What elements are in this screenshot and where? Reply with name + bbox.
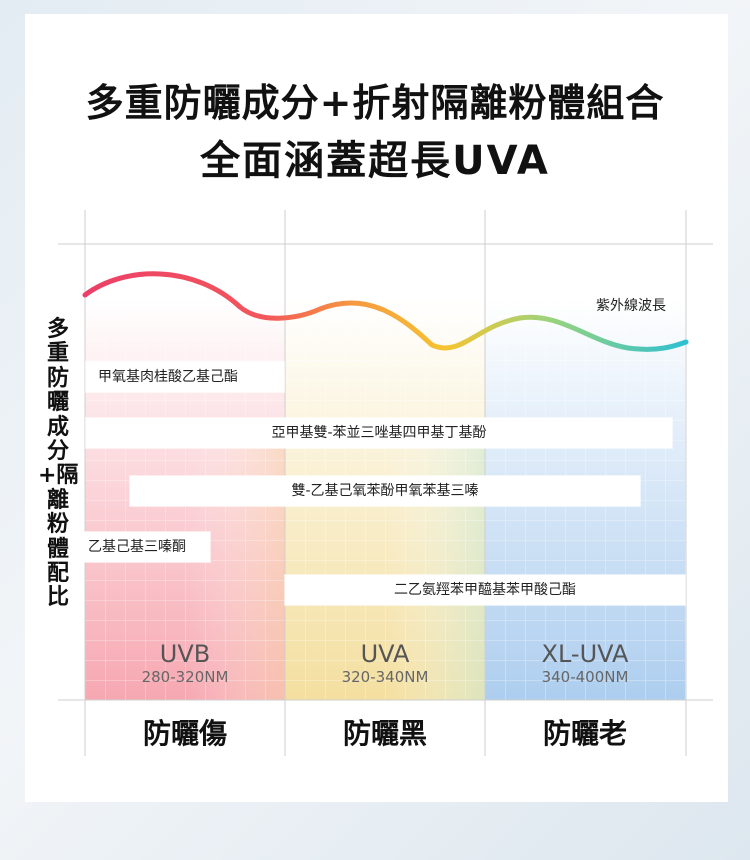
band-name-xluva: XL-UVA <box>541 640 629 668</box>
effect-label-uva: 防曬黑 <box>342 717 427 750</box>
band-range-uva: 320-340NM <box>341 668 429 686</box>
ingredient-bar-2: 亞甲基雙-苯並三唑基四甲基丁基酚 <box>86 418 672 448</box>
headline-line-1: 多重防曬成分+折射隔離粉體組合 <box>85 81 665 125</box>
side-axis-label: 多重防曬成分+隔離粉體配比 <box>38 317 79 611</box>
band-name-uva: UVA <box>360 640 410 668</box>
effect-label-uvb: 防曬傷 <box>142 717 227 750</box>
ingredient-bar-1: 甲氧基肉桂酸乙基己酯 <box>86 362 284 392</box>
ingredient-bar-4: 乙基己基三嗪酮 <box>80 532 210 562</box>
band-name-uvb: UVB <box>159 640 211 668</box>
ingredient-bar-5: 二乙氨羥苯甲醯基苯甲酸己酯 <box>285 575 685 605</box>
ingredient-bar-3: 雙-乙基己氧苯酚甲氧苯基三嗪 <box>130 476 640 506</box>
uv-wavelength-curve <box>82 271 689 352</box>
wave-label: 紫外線波長 <box>596 298 666 314</box>
band-range-xluva: 340-400NM <box>541 668 629 686</box>
effect-label-xluva: 防曬老 <box>542 717 627 750</box>
band-range-uvb: 280-320NM <box>141 668 229 686</box>
headline-line-2: 全面涵蓋超長UVA <box>200 138 550 184</box>
